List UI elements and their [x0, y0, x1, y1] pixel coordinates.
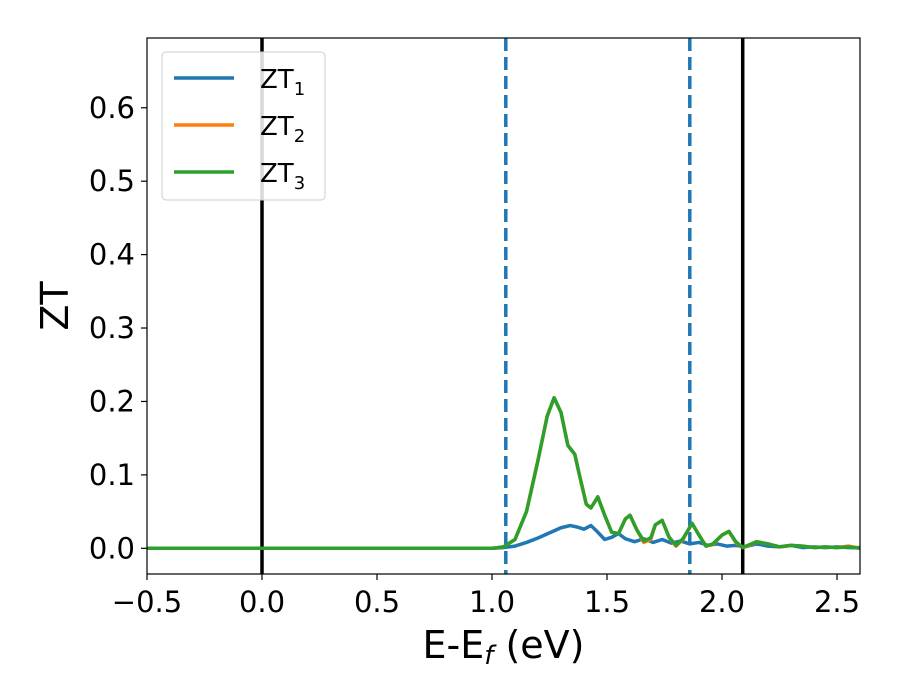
x-axis-title-unit: (eV): [493, 623, 584, 667]
legend-label-2: ZT2: [260, 112, 305, 147]
x-tick-label-6: 2.5: [814, 585, 860, 619]
x-tick-label-2: 0.5: [354, 585, 400, 619]
y-tick-label-4: 0.4: [89, 238, 135, 272]
y-tick-label-1: 0.1: [89, 458, 135, 492]
legend-label-1: ZT1: [260, 65, 305, 100]
y-tick-label-3: 0.3: [89, 311, 135, 345]
legend-label-3: ZT3: [260, 159, 305, 194]
axes: −0.5 0.0 0.5 1.0 1.5 2.0 2.5 0.0 0.1 0.2 0.3 0.4 0.5…: [33, 37, 861, 671]
series-line-3: [147, 396, 860, 551]
x-tick-label-3: 1.0: [469, 585, 515, 619]
x-tick-label-4: 1.5: [584, 585, 630, 619]
x-tick-label-5: 2.0: [699, 585, 745, 619]
y-tick-label-2: 0.2: [89, 384, 135, 418]
x-tick-label-0: −0.5: [112, 585, 182, 619]
y-tick-label-0: 0.0: [89, 531, 135, 565]
y-tick-label-5: 0.5: [89, 164, 135, 198]
legend-label-main-1: ZT: [260, 65, 294, 95]
plot-area: [147, 38, 860, 574]
y-tick-label-6: 0.6: [89, 91, 135, 125]
x-axis-title: E-Ef (eV): [423, 623, 585, 671]
series-line-2: [147, 396, 860, 551]
plot-frame: [146, 37, 861, 575]
legend-label-sub-2: 2: [294, 126, 305, 147]
legend-label-main-2: ZT: [260, 112, 294, 142]
legend-label-main-3: ZT: [260, 159, 294, 189]
y-axis-title: ZT: [33, 281, 77, 331]
plot-content: [147, 38, 860, 574]
legend-box: [161, 51, 326, 201]
legend-label-sub-3: 3: [294, 173, 305, 194]
legend-label-sub-1: 1: [294, 79, 305, 100]
x-tick-label-1: 0.0: [239, 585, 285, 619]
x-axis-title-main: E-E: [423, 623, 485, 667]
